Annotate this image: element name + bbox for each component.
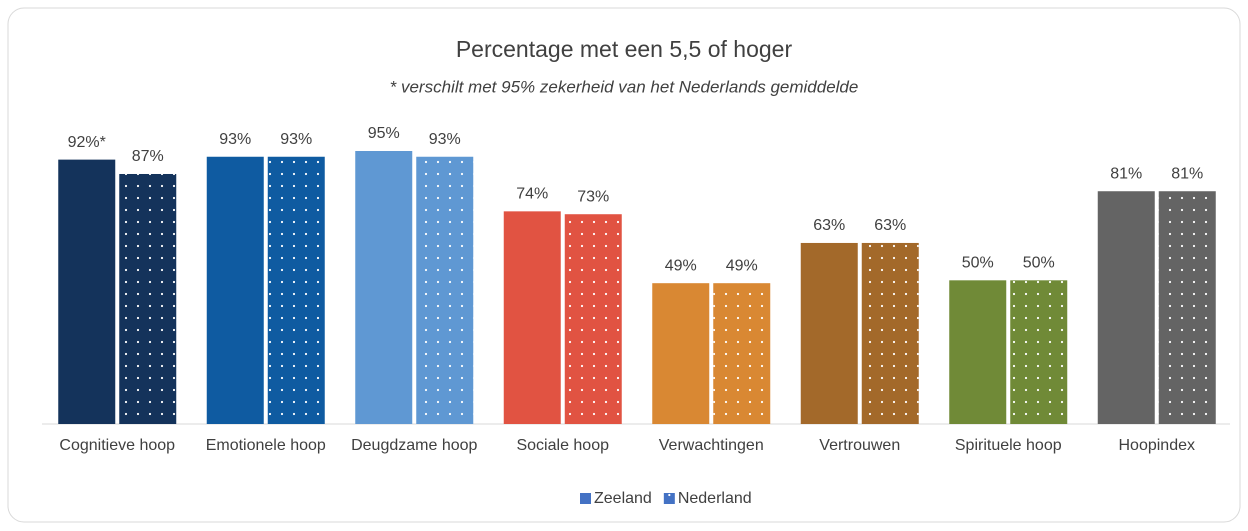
bar: [503, 211, 561, 424]
x-tick-label: Spirituele hoop: [954, 437, 1062, 454]
chart-subtitle: * verschilt met 95% zekerheid van het Ne…: [390, 77, 859, 96]
value-label: 63%: [874, 217, 906, 234]
value-label: 50%: [962, 255, 994, 272]
bar: [355, 151, 413, 424]
dot-pattern: [416, 156, 474, 424]
x-tick-label: Vertrouwen: [819, 437, 901, 454]
value-label: 73%: [577, 188, 609, 205]
dot-pattern: [861, 242, 919, 424]
value-label: 93%: [219, 131, 251, 148]
legend-dot: [668, 493, 671, 497]
value-label: 63%: [813, 217, 845, 234]
value-label: 49%: [665, 257, 697, 274]
legend-label: Nederland: [678, 490, 752, 507]
bar: [58, 159, 116, 425]
value-label: 81%: [1110, 165, 1142, 182]
x-tick-label: Emotionele hoop: [205, 437, 326, 454]
legend-swatch: [580, 493, 591, 504]
dot-pattern: [119, 173, 177, 424]
value-label: 95%: [368, 125, 400, 142]
value-label: 74%: [516, 186, 548, 203]
legend-label: Zeeland: [594, 490, 652, 507]
bar: [1097, 191, 1155, 424]
dot-pattern: [713, 283, 771, 424]
value-label: 92%*: [68, 134, 106, 151]
legend-swatch: [663, 493, 675, 504]
x-tick-label: Hoopindex: [1118, 437, 1196, 454]
x-tick-label: Sociale hoop: [516, 437, 609, 454]
dot-pattern: [267, 156, 325, 424]
value-label: 87%: [132, 148, 164, 165]
x-tick-label: Deugdzame hoop: [351, 437, 478, 454]
value-label: 49%: [726, 257, 758, 274]
value-label: 50%: [1023, 255, 1055, 272]
bar: [206, 156, 264, 424]
dot-pattern: [564, 214, 622, 424]
value-label: 93%: [280, 131, 312, 148]
bar: [652, 283, 710, 424]
x-tick-label: Cognitieve hoop: [59, 437, 176, 454]
x-tick-label: Verwachtingen: [658, 437, 764, 454]
bar: [949, 280, 1007, 424]
value-label: 81%: [1171, 165, 1203, 182]
chart-title: Percentage met een 5,5 of hoger: [456, 36, 793, 62]
bar: [800, 242, 858, 424]
dot-pattern: [1010, 280, 1068, 424]
dot-pattern: [1158, 191, 1216, 424]
value-label: 93%: [429, 131, 461, 148]
